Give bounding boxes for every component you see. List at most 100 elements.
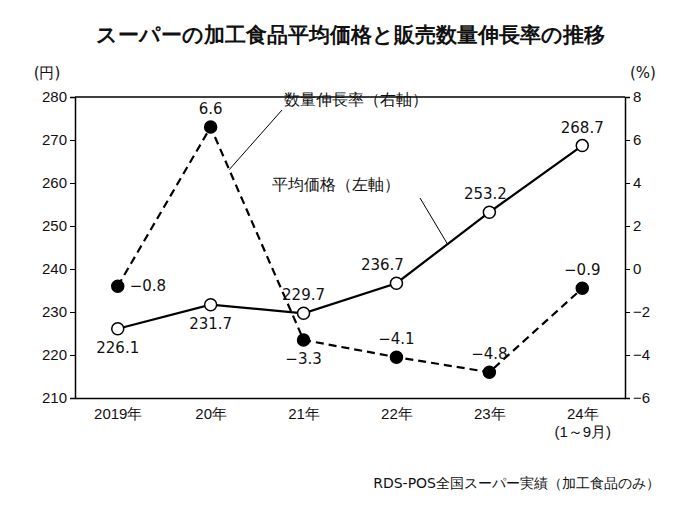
title: スーパーの加工食品平均価格と販売数量伸長率の推移 <box>96 23 605 47</box>
y2-axis-label: (%) <box>630 64 656 82</box>
y-axis-label: (円) <box>34 64 61 82</box>
marker <box>205 299 217 311</box>
marker <box>390 277 402 289</box>
tick-label: 4 <box>633 174 641 191</box>
tick-label: 21年 <box>288 405 320 422</box>
data-label: 253.2 <box>464 185 507 203</box>
tick-label: −6 <box>633 389 650 406</box>
data-label: 231.7 <box>189 315 232 333</box>
tick-mark <box>70 398 75 399</box>
y2-axis: −6 −4 −2 0 2 4 6 8 <box>625 88 650 406</box>
data-label: 268.7 <box>561 119 604 137</box>
tick: 2019年 <box>94 398 142 422</box>
tick-mark <box>70 226 75 227</box>
series-line <box>118 127 583 372</box>
tick-label: 8 <box>633 88 641 105</box>
tick-mark <box>70 183 75 184</box>
data-label: 226.1 <box>96 339 139 357</box>
tick: 24年(1～9月) <box>554 398 611 440</box>
y-axis: 210 220 230 240 250 260 270 280 <box>42 88 76 406</box>
marker <box>112 323 124 335</box>
tick-mark <box>70 140 75 141</box>
tick-mark <box>625 97 630 98</box>
plot-area <box>112 121 589 378</box>
leader-line <box>420 198 448 244</box>
tick-mark <box>625 140 630 141</box>
tick-mark <box>625 226 630 227</box>
data-label: −4.1 <box>378 330 414 348</box>
tick-label: 210 <box>42 389 67 406</box>
axis-line <box>626 98 631 399</box>
tick-label: 220 <box>42 346 67 363</box>
tick-label: 24年(1～9月) <box>554 405 611 440</box>
series-name: 平均価格（左軸） <box>272 175 400 194</box>
tick: 250 <box>42 217 75 234</box>
tick-label-line: (1～9月) <box>554 423 611 440</box>
tick-mark <box>70 97 75 98</box>
data-label: −4.8 <box>471 345 507 363</box>
tick: 4 <box>625 174 641 191</box>
tick: 230 <box>42 303 75 320</box>
data-label: 6.6 <box>199 100 223 118</box>
tick-mark <box>70 269 75 270</box>
tick-label: 260 <box>42 174 67 191</box>
tick-label: −2 <box>633 303 650 320</box>
tick: 22年 <box>381 398 413 422</box>
data-label: −0.9 <box>564 261 600 279</box>
tick: −2 <box>625 303 650 320</box>
data-label: −3.3 <box>285 350 321 368</box>
tick: −4 <box>625 346 650 363</box>
tick-label: 230 <box>42 303 67 320</box>
axis-line <box>76 398 626 400</box>
tick-mark <box>625 398 630 399</box>
marker <box>298 334 310 346</box>
tick: −6 <box>625 389 650 406</box>
tick-label-line: 20年 <box>195 405 227 422</box>
tick-label: 280 <box>42 88 67 105</box>
tick-mark <box>625 355 630 356</box>
tick-label: 6 <box>633 131 641 148</box>
leader-line <box>229 110 282 170</box>
series-line <box>118 146 583 329</box>
tick-label: 2 <box>633 217 641 234</box>
tick-mark <box>625 269 630 270</box>
tick-label: 22年 <box>381 405 413 422</box>
x-axis: 2019年 20年 21年 22年 23年 24年(1～9月) <box>76 398 626 440</box>
tick-mark <box>625 183 630 184</box>
marker <box>112 280 124 292</box>
tick-label: 240 <box>42 260 67 277</box>
tick: 270 <box>42 131 75 148</box>
tick: 240 <box>42 260 75 277</box>
marker <box>483 366 495 378</box>
tick-label-line: 23年 <box>474 405 506 422</box>
tick: 210 <box>42 389 75 406</box>
tick: 2 <box>625 217 641 234</box>
marker <box>576 140 588 152</box>
tick: 23年 <box>474 398 506 422</box>
tick-label: 2019年 <box>94 405 142 422</box>
chart: スーパーの加工食品平均価格と販売数量伸長率の推移2102202302402502… <box>0 0 700 512</box>
tick-label: 0 <box>633 260 641 277</box>
tick: 0 <box>625 260 641 277</box>
tick-label: 250 <box>42 217 67 234</box>
marker <box>483 206 495 218</box>
tick: 8 <box>625 88 641 105</box>
marker <box>205 121 217 133</box>
tick: 20年 <box>195 398 227 422</box>
tick: 260 <box>42 174 75 191</box>
tick: 220 <box>42 346 75 363</box>
tick: 21年 <box>288 398 320 422</box>
tick-label-line: 22年 <box>381 405 413 422</box>
data-label: 229.7 <box>282 286 325 304</box>
tick: 6 <box>625 131 641 148</box>
tick-mark <box>70 312 75 313</box>
tick-label-line: 2019年 <box>94 405 142 422</box>
tick-label: 270 <box>42 131 67 148</box>
marker <box>390 351 402 363</box>
tick: 280 <box>42 88 75 105</box>
tick-label-line: 24年 <box>567 405 599 422</box>
series-name: 数量伸長率（右軸） <box>284 90 428 109</box>
marker <box>576 282 588 294</box>
tick-label: −4 <box>633 346 650 363</box>
tick-label-line: 21年 <box>288 405 320 422</box>
